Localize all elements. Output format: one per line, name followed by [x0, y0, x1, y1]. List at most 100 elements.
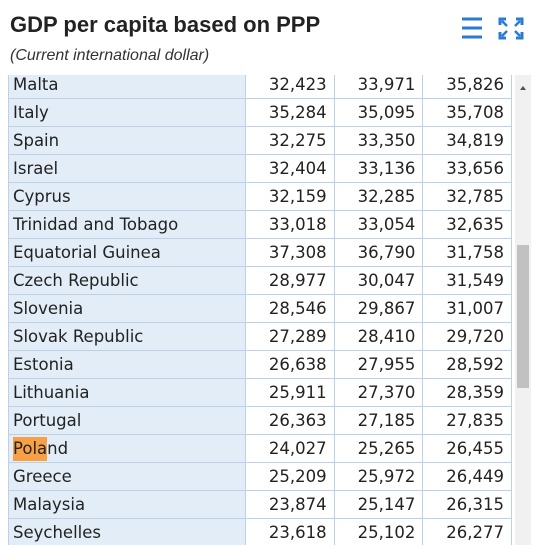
cell-text: 28,410	[357, 327, 416, 346]
table-row: Portugal 26,363 27,185 27,835	[8, 406, 512, 435]
search-highlight	[13, 437, 48, 461]
country-cell: Portugal	[8, 406, 246, 435]
value-cell: 23,874	[245, 490, 335, 519]
table-row: Greece 25,209 25,972 26,449	[8, 462, 512, 491]
value-cell: 35,708	[422, 98, 512, 127]
value-cell: 29,867	[333, 294, 424, 323]
cell-text: Malta	[13, 75, 59, 94]
cell-text: 29,720	[446, 327, 504, 346]
country-cell: Estonia	[8, 350, 246, 379]
cell-text: 32,275	[268, 131, 327, 150]
country-cell: Greece	[8, 462, 246, 491]
cell-text: 32,159	[268, 187, 327, 206]
cell-text: 35,284	[268, 103, 327, 122]
value-cell: 26,449	[422, 462, 512, 491]
subtitle: (Current international dollar)	[10, 47, 210, 64]
cell-text: Poland	[13, 439, 69, 458]
value-cell: 31,007	[422, 294, 512, 323]
cell-text: 30,047	[357, 271, 416, 290]
value-cell: 37,308	[245, 238, 335, 267]
scroll-up-arrow[interactable]	[515, 75, 531, 95]
cell-text: 31,758	[446, 243, 504, 262]
cell-text: Slovenia	[13, 299, 84, 318]
table-row: Poland 24,027 25,265 26,455	[8, 434, 512, 463]
value-cell: 35,826	[422, 75, 512, 99]
country-cell: Czech Republic	[8, 266, 246, 295]
value-cell: 32,785	[422, 182, 512, 211]
cell-text: 32,404	[268, 159, 327, 178]
table-row: Slovenia 28,546 29,867 31,007	[8, 294, 512, 323]
scrollbar[interactable]	[515, 75, 531, 545]
cell-text: 25,911	[268, 383, 327, 402]
country-cell: Spain	[8, 126, 246, 155]
table-row: Seychelles 23,618 25,102 26,277	[8, 518, 512, 545]
table-row: Trinidad and Tobago 33,018 33,054 32,635	[8, 210, 512, 239]
value-cell: 33,656	[422, 154, 512, 183]
value-cell: 35,095	[333, 98, 424, 127]
country-cell: Lithuania	[8, 378, 246, 407]
value-cell: 29,720	[422, 322, 512, 351]
cell-text: Cyprus	[13, 187, 71, 206]
value-cell: 26,638	[245, 350, 335, 379]
cell-text: 35,708	[446, 103, 504, 122]
value-cell: 32,423	[245, 75, 335, 99]
table-row: Spain 32,275 33,350 34,819	[8, 126, 512, 155]
cell-text: 25,972	[357, 467, 416, 486]
cell-text: 33,018	[268, 215, 327, 234]
cell-text: 29,867	[357, 299, 416, 318]
cell-text: 33,136	[357, 159, 416, 178]
cell-text: 24,027	[268, 439, 327, 458]
cell-text: 36,790	[357, 243, 416, 262]
scrollbar-thumb[interactable]	[517, 245, 529, 388]
cell-text: 32,635	[446, 215, 504, 234]
value-cell: 32,404	[245, 154, 335, 183]
value-cell: 36,790	[333, 238, 424, 267]
cell-text: Greece	[13, 467, 72, 486]
value-cell: 33,018	[245, 210, 335, 239]
cell-text: 33,971	[357, 75, 416, 94]
cell-text: 33,054	[357, 215, 416, 234]
value-cell: 28,592	[422, 350, 512, 379]
cell-text: Equatorial Guinea	[13, 243, 161, 262]
cell-text: 31,549	[446, 271, 504, 290]
table-row: Slovak Republic 27,289 28,410 29,720	[8, 322, 512, 351]
value-cell: 32,285	[333, 182, 424, 211]
value-cell: 27,955	[333, 350, 424, 379]
cell-text: 26,277	[446, 523, 504, 542]
title: GDP per capita based on PPP	[10, 12, 321, 37]
value-cell: 27,835	[422, 406, 512, 435]
value-cell: 31,549	[422, 266, 512, 295]
value-cell: 34,819	[422, 126, 512, 155]
table-row: Israel 32,404 33,136 33,656	[8, 154, 512, 183]
value-cell: 25,911	[245, 378, 335, 407]
cell-text: 34,819	[446, 131, 504, 150]
cell-text: 26,455	[446, 439, 504, 458]
country-cell: Israel	[8, 154, 246, 183]
cell-text: Czech Republic	[13, 271, 139, 290]
value-cell: 26,363	[245, 406, 335, 435]
value-cell: 24,027	[245, 434, 335, 463]
value-cell: 25,972	[333, 462, 424, 491]
country-cell: Slovenia	[8, 294, 246, 323]
value-cell: 26,315	[422, 490, 512, 519]
value-cell: 27,185	[333, 406, 424, 435]
cell-text: 23,874	[268, 495, 327, 514]
menu-icon[interactable]	[462, 17, 482, 39]
country-cell: Trinidad and Tobago	[8, 210, 246, 239]
cell-text: 27,289	[268, 327, 327, 346]
table-row: Equatorial Guinea 37,308 36,790 31,758	[8, 238, 512, 267]
cell-text: 32,285	[357, 187, 416, 206]
data-table: Malta 32,423 33,971 35,826 Italy 35,284 35,095…	[8, 75, 512, 545]
country-cell: Poland	[8, 434, 246, 463]
table-row: Lithuania 25,911 27,370 28,359	[8, 378, 512, 407]
value-cell: 26,277	[422, 518, 512, 545]
table-viewport: Malta 32,423 33,971 35,826 Italy 35,284 35,095…	[8, 75, 515, 545]
fullscreen-icon[interactable]	[498, 17, 524, 40]
cell-text: 28,359	[446, 383, 504, 402]
cell-text: 28,977	[268, 271, 327, 290]
country-cell: Malaysia	[8, 490, 246, 519]
value-cell: 35,284	[245, 98, 335, 127]
cell-text: 27,835	[446, 411, 504, 430]
value-cell: 33,054	[333, 210, 424, 239]
